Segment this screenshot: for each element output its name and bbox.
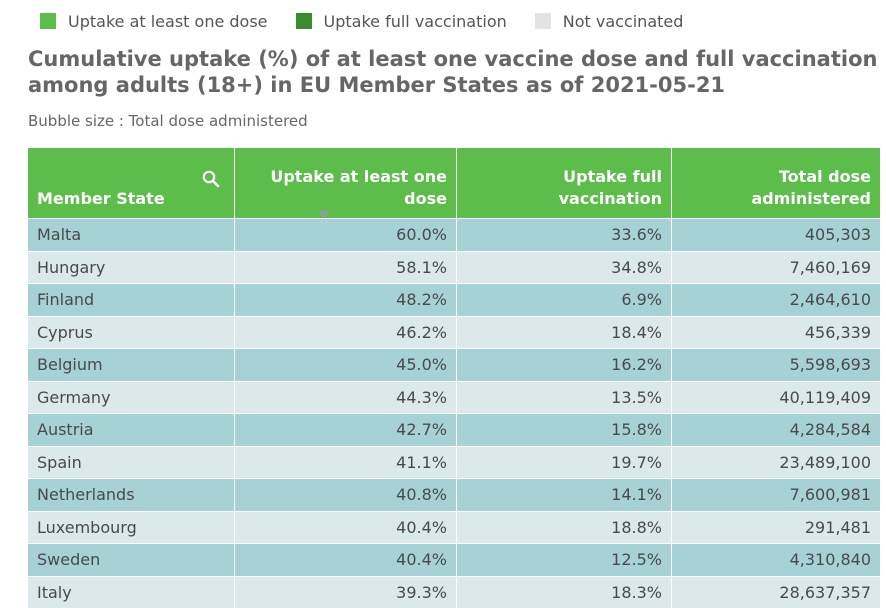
- cell-uptake-one-dose: 48.2%: [235, 284, 457, 317]
- cell-uptake-full: 18.8%: [457, 511, 672, 544]
- cell-member-state: Austria: [28, 414, 235, 447]
- chart-subtitle: Bubble size : Total dose administered: [28, 112, 308, 130]
- cell-uptake-full: 33.6%: [457, 219, 672, 252]
- cell-uptake-one-dose: 40.4%: [235, 511, 457, 544]
- legend-item-one-dose[interactable]: Uptake at least one dose: [40, 12, 268, 31]
- cell-total-dose: 23,489,100: [672, 446, 881, 479]
- cell-uptake-full: 15.8%: [457, 414, 672, 447]
- legend: Uptake at least one dose Uptake full vac…: [40, 10, 711, 32]
- cell-uptake-one-dose: 45.0%: [235, 349, 457, 382]
- cell-member-state: Sweden: [28, 544, 235, 577]
- cell-total-dose: 7,460,169: [672, 251, 881, 284]
- legend-label: Uptake full vaccination: [324, 12, 507, 31]
- cell-total-dose: 28,637,357: [672, 576, 881, 608]
- cell-member-state: Belgium: [28, 349, 235, 382]
- legend-item-full-vaccination[interactable]: Uptake full vaccination: [296, 12, 507, 31]
- cell-total-dose: 4,284,584: [672, 414, 881, 447]
- cell-total-dose: 456,339: [672, 316, 881, 349]
- cell-member-state: Finland: [28, 284, 235, 317]
- cell-uptake-full: 6.9%: [457, 284, 672, 317]
- cell-uptake-one-dose: 41.1%: [235, 446, 457, 479]
- cell-uptake-full: 13.5%: [457, 381, 672, 414]
- cell-uptake-one-dose: 58.1%: [235, 251, 457, 284]
- data-table: Member State Uptake at least one dose Up…: [28, 148, 880, 608]
- sort-descending-icon[interactable]: [318, 211, 330, 219]
- search-icon[interactable]: [202, 170, 220, 188]
- legend-swatch-not-vaccinated: [535, 13, 551, 29]
- cell-total-dose: 405,303: [672, 219, 881, 252]
- cell-uptake-full: 14.1%: [457, 479, 672, 512]
- cell-uptake-full: 16.2%: [457, 349, 672, 382]
- cell-total-dose: 291,481: [672, 511, 881, 544]
- table-header-row: Member State Uptake at least one dose Up…: [28, 148, 880, 219]
- chart-title: Cumulative uptake (%) of at least one va…: [28, 46, 878, 98]
- cell-member-state: Luxembourg: [28, 511, 235, 544]
- cell-uptake-full: 34.8%: [457, 251, 672, 284]
- column-header-member-state[interactable]: Member State: [28, 148, 235, 219]
- cell-uptake-full: 19.7%: [457, 446, 672, 479]
- cell-uptake-full: 12.5%: [457, 544, 672, 577]
- cell-uptake-full: 18.4%: [457, 316, 672, 349]
- legend-swatch-full-vaccination: [296, 13, 312, 29]
- legend-label: Uptake at least one dose: [68, 12, 268, 31]
- cell-member-state: Hungary: [28, 251, 235, 284]
- cell-member-state: Germany: [28, 381, 235, 414]
- column-header-uptake-full[interactable]: Uptake full vaccination: [457, 148, 672, 219]
- cell-member-state: Netherlands: [28, 479, 235, 512]
- cell-uptake-one-dose: 46.2%: [235, 316, 457, 349]
- cell-uptake-one-dose: 39.3%: [235, 576, 457, 608]
- cell-uptake-one-dose: 40.4%: [235, 544, 457, 577]
- cell-total-dose: 2,464,610: [672, 284, 881, 317]
- cell-member-state: Spain: [28, 446, 235, 479]
- cell-total-dose: 40,119,409: [672, 381, 881, 414]
- cell-uptake-one-dose: 40.8%: [235, 479, 457, 512]
- column-header-label: Uptake at least one dose: [270, 167, 447, 208]
- cell-member-state: Malta: [28, 219, 235, 252]
- legend-label: Not vaccinated: [563, 12, 684, 31]
- cell-member-state: Cyprus: [28, 316, 235, 349]
- cell-total-dose: 4,310,840: [672, 544, 881, 577]
- column-header-label: Uptake full vaccination: [559, 167, 662, 208]
- cell-uptake-full: 18.3%: [457, 576, 672, 608]
- cell-uptake-one-dose: 60.0%: [235, 219, 457, 252]
- legend-item-not-vaccinated[interactable]: Not vaccinated: [535, 12, 684, 31]
- column-header-label: Total dose administered: [752, 167, 872, 208]
- column-header-uptake-one-dose[interactable]: Uptake at least one dose: [235, 148, 457, 219]
- column-header-total-dose[interactable]: Total dose administered: [672, 148, 881, 219]
- legend-swatch-one-dose: [40, 13, 56, 29]
- cell-total-dose: 7,600,981: [672, 479, 881, 512]
- cell-uptake-one-dose: 44.3%: [235, 381, 457, 414]
- column-header-label: Member State: [37, 189, 165, 208]
- cell-member-state: Italy: [28, 576, 235, 608]
- cell-total-dose: 5,598,693: [672, 349, 881, 382]
- cell-uptake-one-dose: 42.7%: [235, 414, 457, 447]
